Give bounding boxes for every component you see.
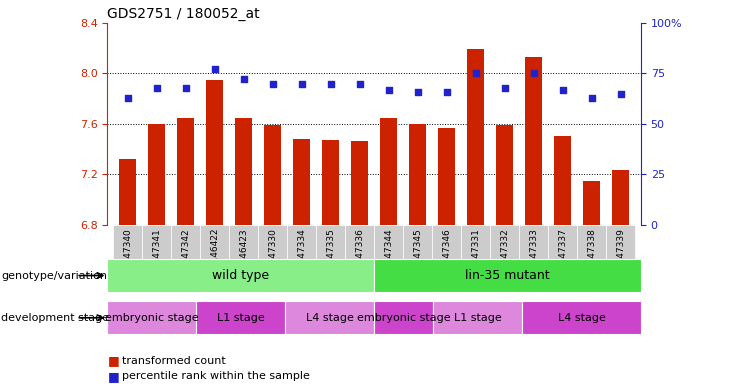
Bar [374,225,403,292]
Text: GSM147330: GSM147330 [268,228,277,283]
Text: percentile rank within the sample: percentile rank within the sample [122,371,310,381]
Bar [285,301,374,334]
Bar [467,50,485,225]
Point [180,84,192,91]
Bar [380,118,397,225]
Point [556,86,568,93]
Text: GSM147346: GSM147346 [442,228,451,283]
Point [267,81,279,87]
Text: GSM147339: GSM147339 [617,228,625,283]
Bar [403,225,432,292]
Text: L1 stage: L1 stage [217,313,265,323]
Text: transformed count: transformed count [122,356,226,366]
Text: GSM147338: GSM147338 [587,228,597,283]
Text: ■: ■ [107,354,119,367]
Bar [577,225,606,292]
Text: lin-35 mutant: lin-35 mutant [465,269,550,282]
Point [325,81,336,87]
Text: development stage: development stage [1,313,110,323]
Text: GSM147335: GSM147335 [326,228,335,283]
Bar [107,301,196,334]
Point [383,86,395,93]
Text: L1 stage: L1 stage [454,313,502,323]
Text: GSM147340: GSM147340 [123,228,132,283]
Point [528,70,539,76]
Bar [293,139,310,225]
Point [238,76,250,83]
Point [353,81,365,87]
Bar [438,127,456,225]
Bar [258,225,288,292]
Point [499,84,511,91]
Text: L4 stage: L4 stage [558,313,605,323]
Bar [229,225,258,292]
Point [585,94,597,101]
Text: wild type: wild type [212,269,270,282]
Text: GSM147341: GSM147341 [152,228,162,283]
Text: embryonic stage: embryonic stage [105,313,199,323]
Text: ■: ■ [107,370,119,383]
Text: GSM147344: GSM147344 [384,228,393,283]
Point [470,70,482,76]
Text: GSM147333: GSM147333 [529,228,538,283]
Bar [433,301,522,334]
Bar [374,301,433,334]
Text: GSM147336: GSM147336 [355,228,365,283]
Text: GSM147332: GSM147332 [500,228,509,283]
Bar [461,225,491,292]
Text: GDS2751 / 180052_at: GDS2751 / 180052_at [107,7,260,21]
Bar [345,225,374,292]
Point [412,89,424,95]
Bar [519,225,548,292]
Point [615,91,627,97]
Bar [235,118,253,225]
Bar [583,180,600,225]
Bar [525,57,542,225]
Text: GSM147342: GSM147342 [182,228,190,283]
Point [151,84,163,91]
Bar [196,301,285,334]
Bar [142,225,171,292]
Text: GSM147345: GSM147345 [413,228,422,283]
Bar [171,225,200,292]
Point [296,81,308,87]
Bar [606,225,635,292]
Bar [612,170,629,225]
Bar [288,225,316,292]
Point [209,66,221,73]
Text: genotype/variation: genotype/variation [1,270,107,281]
Bar [351,141,368,225]
Bar [119,159,136,225]
Bar [491,225,519,292]
Bar [177,118,194,225]
Bar [322,140,339,225]
Bar [200,225,229,292]
Bar [409,124,426,225]
Bar [522,301,641,334]
Text: GSM146423: GSM146423 [239,228,248,283]
Bar [107,259,374,292]
Text: GSM146422: GSM146422 [210,228,219,283]
Text: GSM147334: GSM147334 [297,228,306,283]
Bar [264,125,282,225]
Text: GSM147331: GSM147331 [471,228,480,283]
Bar [148,124,165,225]
Point [441,89,453,95]
Bar [496,125,514,225]
Text: L4 stage: L4 stage [306,313,353,323]
Bar [206,80,224,225]
Bar [374,259,641,292]
Bar [316,225,345,292]
Text: embryonic stage: embryonic stage [357,313,451,323]
Bar [113,225,142,292]
Bar [548,225,577,292]
Point [122,94,133,101]
Bar [554,136,571,225]
Bar [432,225,461,292]
Text: GSM147337: GSM147337 [558,228,567,283]
